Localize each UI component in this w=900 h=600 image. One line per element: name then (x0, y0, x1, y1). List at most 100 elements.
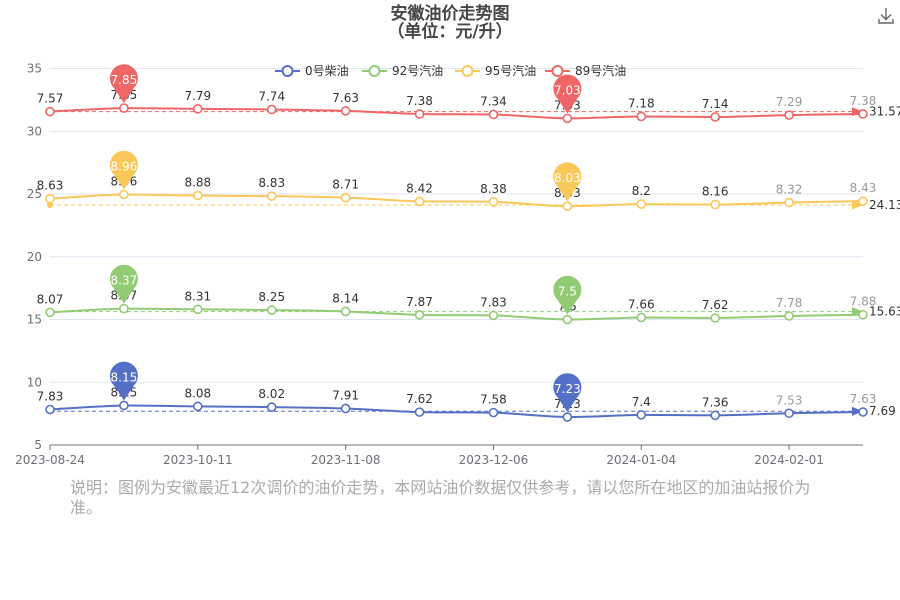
data-point (266, 402, 277, 412)
data-label: 7.83 (480, 295, 507, 309)
data-point (193, 104, 203, 114)
series-line (49, 107, 864, 120)
data-point (636, 410, 647, 420)
min-pin (553, 373, 582, 413)
average-label: 7.69 (869, 404, 896, 418)
legend-item: 0号柴油 (305, 64, 349, 78)
average-arrow (852, 200, 863, 210)
data-point (636, 312, 647, 323)
data-label: 7.4 (632, 395, 651, 409)
data-label: 8.2 (632, 184, 651, 198)
data-label: 7.34 (480, 94, 507, 108)
data-label: 8.63 (37, 179, 64, 193)
data-point (414, 310, 425, 320)
x-tick-label: 2024-01-04 (606, 453, 676, 467)
max-pin (109, 64, 138, 104)
x-tick-label: 2024-02-01 (754, 453, 824, 467)
data-label: 8.88 (184, 176, 211, 190)
data-point (488, 109, 499, 120)
data-point (193, 304, 203, 315)
max-pin (109, 361, 138, 401)
data-point (562, 113, 573, 124)
min-pin-label: 7.03 (554, 83, 581, 97)
y-tick-label: 35 (27, 62, 42, 76)
max-pin-label: 7.85 (111, 73, 138, 87)
data-point (562, 412, 573, 422)
max-pin-label: 8.96 (111, 160, 138, 174)
min-pin-label: 8.03 (554, 171, 581, 185)
data-point (119, 189, 129, 200)
data-point (710, 410, 720, 421)
data-point (710, 112, 720, 122)
data-point (636, 199, 647, 209)
y-tick-label: 25 (27, 187, 42, 201)
max-pin (109, 150, 138, 190)
data-label: 7.91 (332, 388, 359, 402)
chart-title: 安徽油价走势图 (390, 4, 510, 24)
legend-item: 89号汽油 (575, 63, 626, 78)
data-label: 7.29 (776, 95, 803, 109)
data-label: 8.32 (776, 183, 803, 197)
data-label: 7.57 (37, 92, 64, 106)
y-tick-label: 20 (27, 250, 42, 264)
data-label: 7.79 (184, 89, 211, 103)
data-point (636, 111, 647, 122)
average-start-dot (47, 201, 53, 208)
chart-note: 说明：图例为安徽最近12次调价的油价走势，本网站油价数据仅供参考，请以您所在地区… (70, 478, 811, 517)
max-pin-label: 8.15 (111, 370, 138, 384)
data-label: 8.38 (480, 182, 507, 196)
min-pin-label: 7.23 (554, 382, 581, 396)
average-arrow (852, 307, 863, 317)
data-point (266, 191, 277, 201)
data-label: 7.18 (628, 96, 655, 110)
legend-marker (551, 65, 564, 77)
data-label: 8.16 (702, 185, 729, 199)
average-label: 24.13 (869, 198, 900, 212)
data-point (858, 196, 868, 206)
legend-item: 92号汽油 (392, 63, 443, 78)
data-point (710, 199, 720, 210)
max-pin (109, 264, 138, 304)
y-tick-label: 15 (27, 313, 42, 327)
data-point (45, 106, 55, 117)
data-point (340, 106, 351, 116)
data-point (340, 192, 351, 203)
data-point (119, 303, 129, 314)
y-tick-label: 30 (27, 124, 42, 138)
data-label: 8.25 (258, 290, 285, 304)
data-point (784, 110, 794, 120)
data-point (45, 193, 55, 204)
data-label: 8.42 (406, 181, 433, 195)
data-label: 8.71 (332, 178, 359, 192)
y-tick-label: 10 (27, 375, 42, 389)
chart-subtitle: （单位：元/升） (387, 22, 513, 42)
data-label: 7.87 (406, 295, 433, 309)
x-tick-label: 2023-12-06 (459, 453, 529, 467)
data-point (784, 408, 794, 419)
data-label: 7.62 (702, 298, 729, 312)
data-label: 8.31 (184, 289, 211, 303)
data-label: 8.08 (184, 386, 211, 400)
series-line (49, 404, 864, 419)
data-point (45, 307, 55, 318)
series-line (49, 307, 864, 321)
data-point (562, 201, 573, 212)
data-label: 7.63 (332, 91, 359, 105)
data-label: 7.38 (850, 94, 877, 108)
data-point (414, 407, 425, 417)
data-label: 8.43 (850, 181, 877, 195)
max-pin-label: 8.37 (111, 274, 138, 288)
data-point (488, 407, 499, 418)
download-icon[interactable] (876, 6, 896, 26)
data-point (784, 197, 794, 208)
legend-marker (281, 65, 294, 77)
data-label: 8.02 (258, 387, 285, 401)
data-point (414, 196, 425, 207)
data-point (119, 400, 129, 411)
data-label: 7.78 (776, 296, 803, 310)
average-label: 15.63 (869, 305, 900, 319)
x-tick-label: 2023-10-11 (163, 453, 233, 467)
min-pin (553, 74, 582, 114)
data-point (858, 109, 868, 119)
